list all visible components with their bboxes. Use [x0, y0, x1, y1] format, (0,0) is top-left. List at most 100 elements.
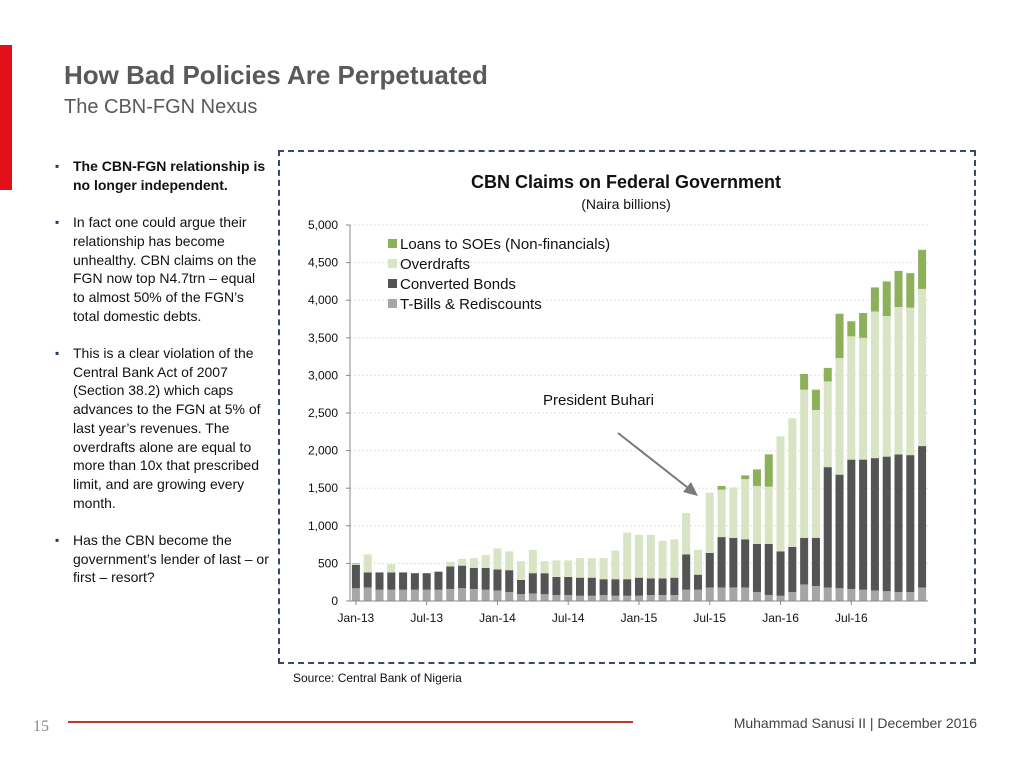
y-tick-label: 1,500 [308, 481, 338, 495]
source-note: Source: Central Bank of Nigeria [293, 671, 462, 685]
claims-chart: CBN Claims on Federal Government (Naira b… [308, 172, 928, 625]
bar-overdrafts [623, 532, 632, 580]
bar-converted-bonds [623, 579, 632, 596]
bar-tbills [776, 595, 785, 601]
y-tick-label: 3,500 [308, 331, 338, 345]
bullet-list: The CBN-FGN relationship is no longer in… [55, 157, 270, 606]
bar-tbills [469, 588, 478, 601]
bar-converted-bonds [670, 577, 679, 595]
page-number: 15 [33, 718, 49, 735]
slide-subtitle: The CBN-FGN Nexus [64, 96, 258, 118]
bar-converted-bonds [847, 459, 856, 589]
bar-tbills [705, 587, 714, 601]
bar-tbills [835, 588, 844, 601]
x-tick-label: Jul-13 [410, 611, 443, 625]
bar-converted-bonds [599, 579, 608, 595]
bar-loans-soes [882, 281, 891, 316]
bar-tbills [410, 589, 419, 601]
bar-overdrafts [823, 381, 832, 468]
y-tick-label: 2,000 [308, 444, 338, 458]
bar-overdrafts [505, 551, 514, 571]
bar-overdrafts [870, 311, 879, 459]
annotation-arrow-line [617, 432, 693, 492]
bar-tbills [599, 594, 608, 601]
bar-overdrafts [528, 549, 537, 574]
bullet-item: The CBN-FGN relationship is no longer in… [55, 157, 270, 194]
bar-overdrafts [611, 550, 620, 580]
bar-overdrafts [741, 479, 750, 540]
bar-overdrafts [859, 337, 868, 460]
red-accent-bar [0, 45, 12, 190]
bar-converted-bonds [446, 566, 455, 589]
bar-converted-bonds [611, 579, 620, 596]
bar-overdrafts [446, 561, 455, 567]
x-tick-label: Jul-15 [693, 611, 726, 625]
bar-tbills [505, 591, 514, 601]
bar-overdrafts [658, 540, 667, 579]
bar-tbills [481, 589, 490, 601]
bar-converted-bonds [363, 572, 372, 588]
bar-overdrafts [705, 492, 714, 553]
footer-author: Muhammad Sanusi II | December 2016 [733, 715, 977, 731]
x-tick-label: Jul-16 [835, 611, 868, 625]
bar-tbills [906, 591, 915, 601]
bar-tbills [870, 590, 879, 601]
bar-tbills [399, 589, 408, 601]
bar-loans-soes [918, 249, 927, 289]
bar-tbills [564, 594, 573, 601]
bar-loans-soes [752, 469, 761, 486]
legend-label: Loans to SOEs (Non-financials) [400, 236, 610, 253]
bar-loans-soes [847, 321, 856, 337]
bar-converted-bonds [646, 578, 655, 595]
bar-converted-bonds [894, 454, 903, 592]
bar-tbills [823, 587, 832, 601]
bar-converted-bonds [705, 552, 714, 588]
y-tick-label: 4,500 [308, 256, 338, 270]
bar-overdrafts [847, 336, 856, 460]
bar-converted-bonds [505, 570, 514, 592]
bar-tbills [387, 589, 396, 601]
bar-loans-soes [351, 563, 360, 565]
bar-loans-soes [823, 367, 832, 382]
legend-label: Overdrafts [400, 256, 470, 273]
bar-overdrafts [387, 564, 396, 573]
bar-converted-bonds [741, 539, 750, 588]
chart-subtitle: (Naira billions) [581, 196, 670, 212]
bar-loans-soes [894, 270, 903, 307]
bar-overdrafts [469, 558, 478, 568]
bar-overdrafts [693, 549, 702, 575]
bar-overdrafts [646, 534, 655, 579]
bar-tbills [658, 594, 667, 601]
bar-overdrafts [918, 288, 927, 447]
bar-loans-soes [870, 287, 879, 312]
bar-overdrafts [599, 558, 608, 580]
bar-converted-bonds [717, 537, 726, 588]
bar-converted-bonds [552, 576, 561, 595]
legend-label: Converted Bonds [400, 276, 516, 293]
bar-tbills [363, 587, 372, 601]
bar-converted-bonds [693, 574, 702, 590]
bar-converted-bonds [634, 577, 644, 596]
bar-converted-bonds [918, 446, 927, 588]
bar-overdrafts [776, 436, 785, 552]
bar-converted-bonds [882, 456, 891, 592]
bar-overdrafts [564, 560, 573, 577]
bar-overdrafts [906, 307, 915, 456]
bar-overdrafts [811, 409, 820, 538]
bar-overdrafts [729, 487, 738, 538]
bar-converted-bonds [811, 537, 820, 586]
bar-overdrafts [351, 564, 360, 565]
bar-tbills [693, 589, 702, 601]
bar-tbills [682, 589, 691, 601]
bar-overdrafts [717, 489, 726, 538]
bar-converted-bonds [410, 573, 419, 590]
annotation-label: President Buhari [543, 392, 654, 409]
bar-converted-bonds [351, 564, 360, 589]
bar-overdrafts [788, 418, 797, 547]
y-tick-label: 1,000 [308, 519, 338, 533]
chart-frame: CBN Claims on Federal Government (Naira b… [278, 150, 976, 664]
bar-tbills [670, 594, 679, 601]
bar-overdrafts [634, 534, 644, 578]
bar-overdrafts [682, 513, 691, 555]
bar-tbills [764, 594, 773, 601]
